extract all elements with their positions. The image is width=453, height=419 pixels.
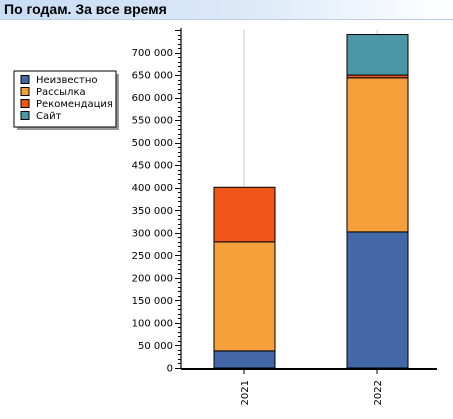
- bar-segment: [213, 186, 276, 243]
- y-tick-label: 500 000: [132, 138, 173, 149]
- bar-segment: [346, 231, 409, 369]
- bar-segment: [346, 77, 409, 233]
- x-tick-label: 2021: [240, 380, 251, 405]
- y-tick-label: 700 000: [132, 48, 173, 59]
- y-tick-label: 50 000: [138, 341, 173, 352]
- y-tick-label: 350 000: [132, 206, 173, 217]
- legend-label: Сайт: [36, 111, 62, 122]
- bar-segment: [346, 34, 409, 76]
- legend-swatch: [20, 99, 30, 108]
- legend-box: [13, 70, 117, 128]
- legend-label: Неизвестно: [36, 75, 98, 86]
- page-title: По годам. За все время: [4, 1, 167, 17]
- y-tick-label: 150 000: [132, 296, 173, 307]
- y-tick-label: 550 000: [132, 116, 173, 127]
- legend-swatch: [20, 87, 30, 96]
- bar-segment: [213, 350, 276, 369]
- legend-swatch: [20, 75, 30, 84]
- y-tick-label: 600 000: [132, 93, 173, 104]
- y-tick-label: 450 000: [132, 161, 173, 172]
- legend-label: Рекомендация: [36, 99, 113, 110]
- legend-swatch: [20, 111, 30, 120]
- bar-segment: [213, 241, 276, 352]
- legend-label: Рассылка: [36, 87, 86, 98]
- y-tick-label: 100 000: [132, 318, 173, 329]
- y-tick-label: 200 000: [132, 273, 173, 284]
- report-header: По годам. За все время: [0, 0, 453, 20]
- y-tick-label: 300 000: [132, 228, 173, 239]
- plot-area: 0 50 000 100 000 150 000 200 000 250 000 300 0…: [132, 28, 437, 405]
- x-tick-label: 2022: [373, 380, 384, 405]
- y-tick-label: 250 000: [132, 251, 173, 262]
- y-tick-label: 650 000: [132, 71, 173, 82]
- y-tick-label: 0: [167, 364, 173, 375]
- y-tick-label: 400 000: [132, 183, 173, 194]
